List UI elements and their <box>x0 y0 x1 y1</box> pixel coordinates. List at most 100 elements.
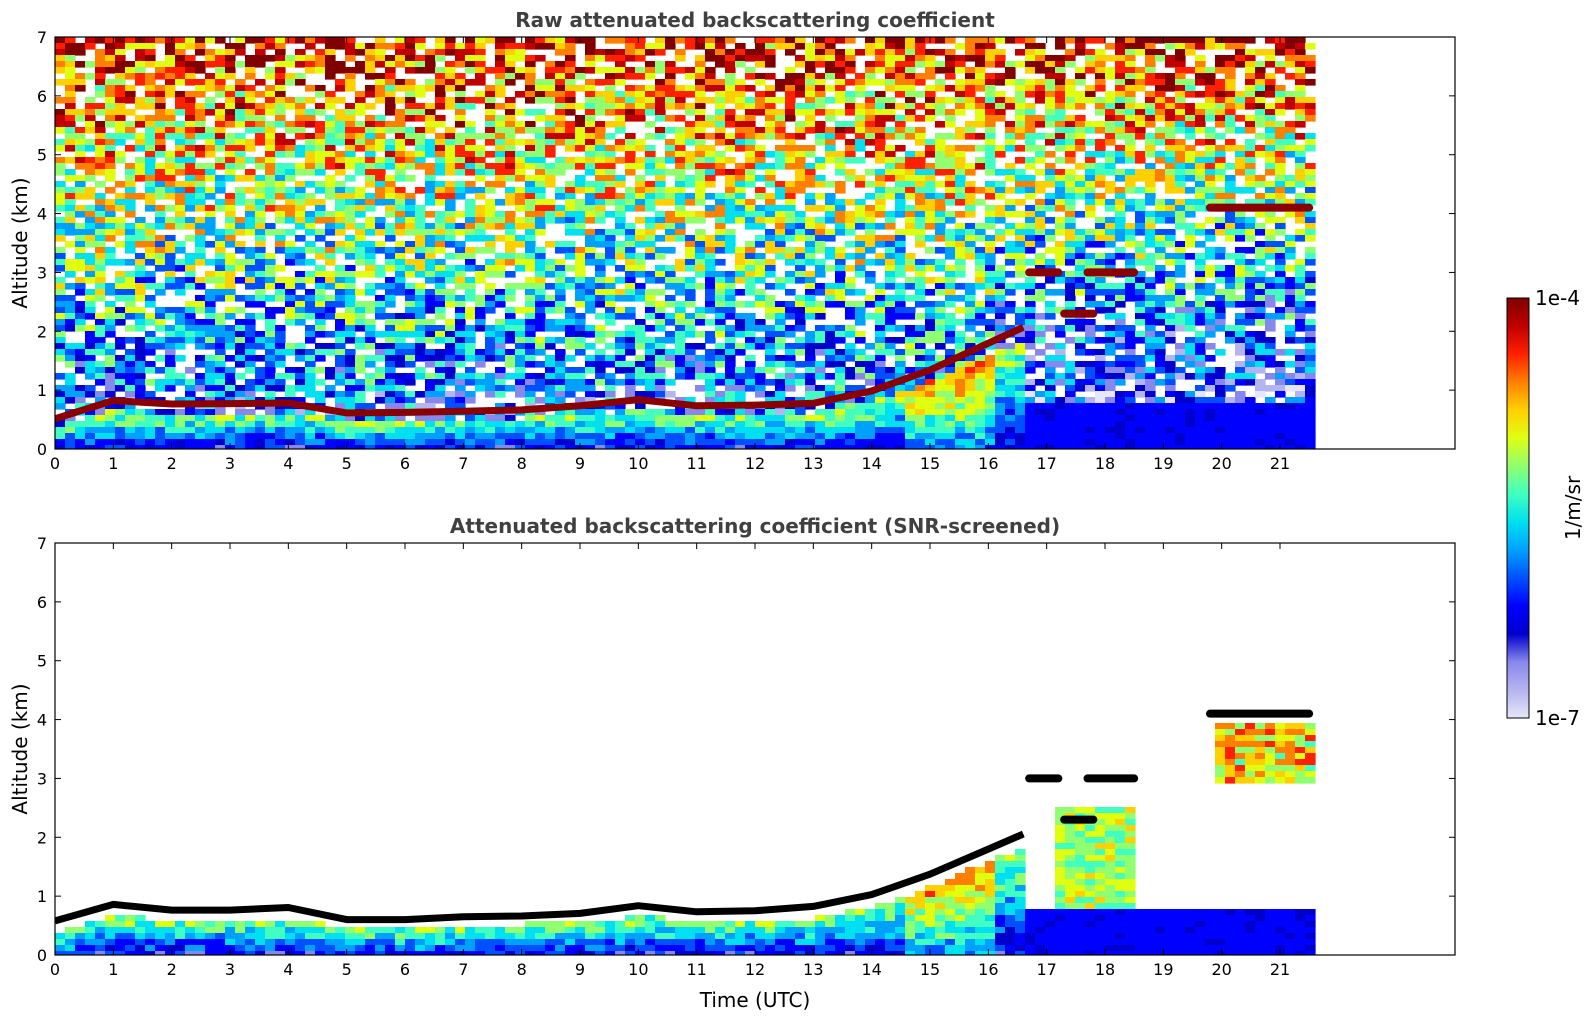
heatmap-cell <box>225 217 236 224</box>
heatmap-cell <box>215 253 226 260</box>
heatmap-cell <box>865 427 876 434</box>
heatmap-cell <box>865 259 876 266</box>
heatmap-cell <box>415 325 426 332</box>
heatmap-cell <box>65 391 76 398</box>
heatmap-cell <box>705 349 716 356</box>
heatmap-cell <box>255 211 266 218</box>
heatmap-cell <box>95 295 106 302</box>
heatmap-cell <box>395 391 406 398</box>
heatmap-cell <box>495 445 506 449</box>
heatmap-cell <box>85 295 96 302</box>
heatmap-cell <box>945 325 956 332</box>
heatmap-cell <box>115 367 126 374</box>
heatmap-cell <box>805 301 816 308</box>
heatmap-cell <box>945 379 956 386</box>
heatmap-cell <box>625 91 636 98</box>
heatmap-cell <box>655 223 666 230</box>
heatmap-cell <box>115 427 126 434</box>
heatmap-cell <box>835 349 846 356</box>
heatmap-cell <box>715 109 726 116</box>
heatmap-cell <box>725 271 736 278</box>
heatmap-cell <box>315 319 326 326</box>
heatmap-cell <box>95 271 106 278</box>
heatmap-cell <box>755 301 766 308</box>
heatmap-cell <box>185 391 196 398</box>
heatmap-cell <box>105 433 116 440</box>
heatmap-cell <box>905 193 916 200</box>
heatmap-cell <box>385 373 396 380</box>
heatmap-cell <box>385 85 396 92</box>
heatmap-cell <box>345 319 356 326</box>
heatmap-cell <box>565 223 576 230</box>
heatmap-cell <box>225 235 236 242</box>
heatmap-cell <box>595 241 606 248</box>
heatmap-cell <box>315 253 326 260</box>
heatmap-cell <box>685 409 696 416</box>
heatmap-cell <box>255 235 266 242</box>
heatmap-cell <box>555 427 566 434</box>
heatmap-cell <box>705 55 716 62</box>
panel-raw: Raw attenuated backscattering coefficien… <box>8 8 1456 473</box>
heatmap-cell <box>475 385 486 392</box>
heatmap-cell <box>375 127 386 134</box>
heatmap-cell <box>845 67 856 74</box>
heatmap-cell <box>475 265 486 272</box>
heatmap-cell <box>855 409 866 416</box>
heatmap-cell <box>525 181 536 188</box>
heatmap-cell <box>545 127 556 134</box>
heatmap-cell <box>155 61 166 68</box>
heatmap-cell <box>305 379 316 386</box>
heatmap-cell <box>745 313 756 320</box>
heatmap-cell <box>585 217 596 224</box>
heatmap-cell <box>65 43 76 50</box>
heatmap-cell <box>675 313 686 320</box>
heatmap-cell <box>905 397 916 404</box>
heatmap-cell <box>885 97 896 104</box>
heatmap-cell <box>385 391 396 398</box>
heatmap-cell <box>475 433 486 440</box>
heatmap-cell <box>855 349 866 356</box>
heatmap-cell <box>665 91 676 98</box>
heatmap-cell <box>195 397 206 404</box>
heatmap-cell <box>535 133 546 140</box>
heatmap-cell <box>955 409 966 416</box>
heatmap-cell <box>825 253 836 260</box>
heatmap-cell <box>185 73 196 80</box>
heatmap-cell <box>145 319 156 326</box>
heatmap-cell <box>255 379 266 386</box>
heatmap-cell <box>435 217 446 224</box>
heatmap-cell <box>785 133 796 140</box>
heatmap-cell <box>395 187 406 194</box>
heatmap-cell <box>505 79 516 86</box>
heatmap-cell <box>395 397 406 404</box>
heatmap-cell <box>535 157 546 164</box>
heatmap-cell <box>605 229 616 236</box>
heatmap-cell <box>945 415 956 422</box>
heatmap-cell <box>555 109 566 116</box>
heatmap-cell <box>155 439 166 446</box>
heatmap-cell <box>65 205 76 212</box>
heatmap-cell <box>605 79 616 86</box>
heatmap-cell <box>355 127 366 134</box>
heatmap-cell <box>705 379 716 386</box>
heatmap-cell <box>155 247 166 254</box>
heatmap-cell <box>105 301 116 308</box>
heatmap-cell <box>435 37 446 44</box>
heatmap-cell <box>425 301 436 308</box>
heatmap-cell <box>415 271 426 278</box>
heatmap-cell <box>65 175 76 182</box>
heatmap-cell <box>745 109 756 116</box>
heatmap-cell <box>545 439 556 446</box>
heatmap-cell <box>375 427 386 434</box>
heatmap-cell <box>945 55 956 62</box>
heatmap-cell <box>725 277 736 284</box>
heatmap-cell <box>215 61 226 68</box>
heatmap-cell <box>285 187 296 194</box>
heatmap-cell <box>95 217 106 224</box>
heatmap-cell <box>325 247 336 254</box>
heatmap-cell <box>775 121 786 128</box>
heatmap-cell <box>485 67 496 74</box>
heatmap-cell <box>735 55 746 62</box>
heatmap-cell <box>105 139 116 146</box>
heatmap-cell <box>175 445 186 449</box>
